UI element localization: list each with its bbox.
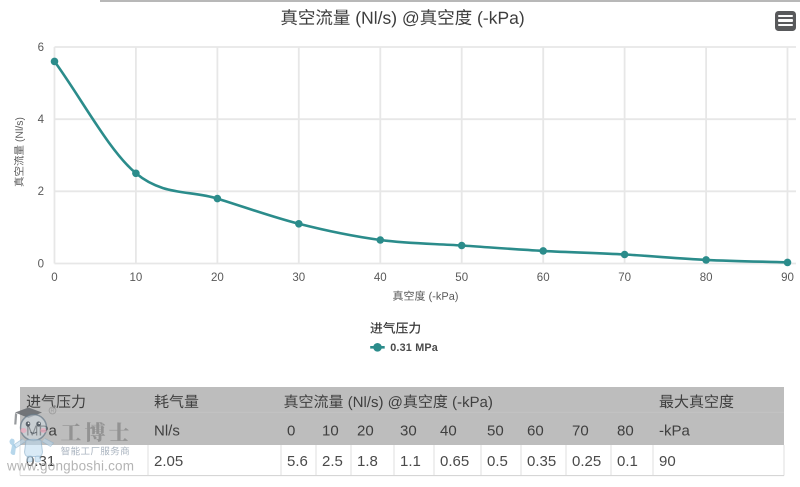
svg-text:40: 40 xyxy=(374,272,387,284)
svg-text:70: 70 xyxy=(572,423,589,440)
svg-text:20: 20 xyxy=(357,423,374,440)
svg-text:Nl/s: Nl/s xyxy=(154,423,180,440)
svg-text:70: 70 xyxy=(618,272,631,284)
svg-text:0.31: 0.31 xyxy=(26,453,55,470)
svg-text:0: 0 xyxy=(38,258,44,270)
svg-text:40: 40 xyxy=(440,423,457,440)
svg-text:www.gongboshi.com: www.gongboshi.com xyxy=(6,459,134,474)
svg-text:0.35: 0.35 xyxy=(527,453,556,470)
svg-text:0.65: 0.65 xyxy=(440,453,469,470)
svg-text:6: 6 xyxy=(38,42,44,54)
svg-text:0.31 MPa: 0.31 MPa xyxy=(390,342,439,354)
svg-text:20: 20 xyxy=(211,272,224,284)
svg-text:4: 4 xyxy=(38,114,45,126)
svg-text:0: 0 xyxy=(287,423,295,440)
svg-text:2.05: 2.05 xyxy=(154,453,183,470)
svg-text:60: 60 xyxy=(527,423,544,440)
svg-text:0.25: 0.25 xyxy=(572,453,601,470)
svg-text:R: R xyxy=(51,409,55,415)
svg-text:5.6: 5.6 xyxy=(287,453,308,470)
svg-text:10: 10 xyxy=(322,423,339,440)
svg-text:-kPa: -kPa xyxy=(659,423,691,440)
svg-text:1.1: 1.1 xyxy=(400,453,421,470)
svg-text:80: 80 xyxy=(700,272,713,284)
svg-text:0.1: 0.1 xyxy=(617,453,638,470)
svg-text:50: 50 xyxy=(487,423,504,440)
svg-text:30: 30 xyxy=(292,272,305,284)
svg-text:80: 80 xyxy=(617,423,634,440)
svg-text:1.8: 1.8 xyxy=(357,453,378,470)
svg-text:10: 10 xyxy=(130,272,143,284)
svg-text:2: 2 xyxy=(38,186,44,198)
svg-text:90: 90 xyxy=(781,272,794,284)
svg-text:2.5: 2.5 xyxy=(322,453,343,470)
svg-text:0.5: 0.5 xyxy=(487,453,508,470)
svg-text:50: 50 xyxy=(455,272,468,284)
svg-text:60: 60 xyxy=(537,272,550,284)
svg-text:90: 90 xyxy=(659,453,676,470)
svg-text:30: 30 xyxy=(400,423,417,440)
svg-text:0: 0 xyxy=(51,272,57,284)
